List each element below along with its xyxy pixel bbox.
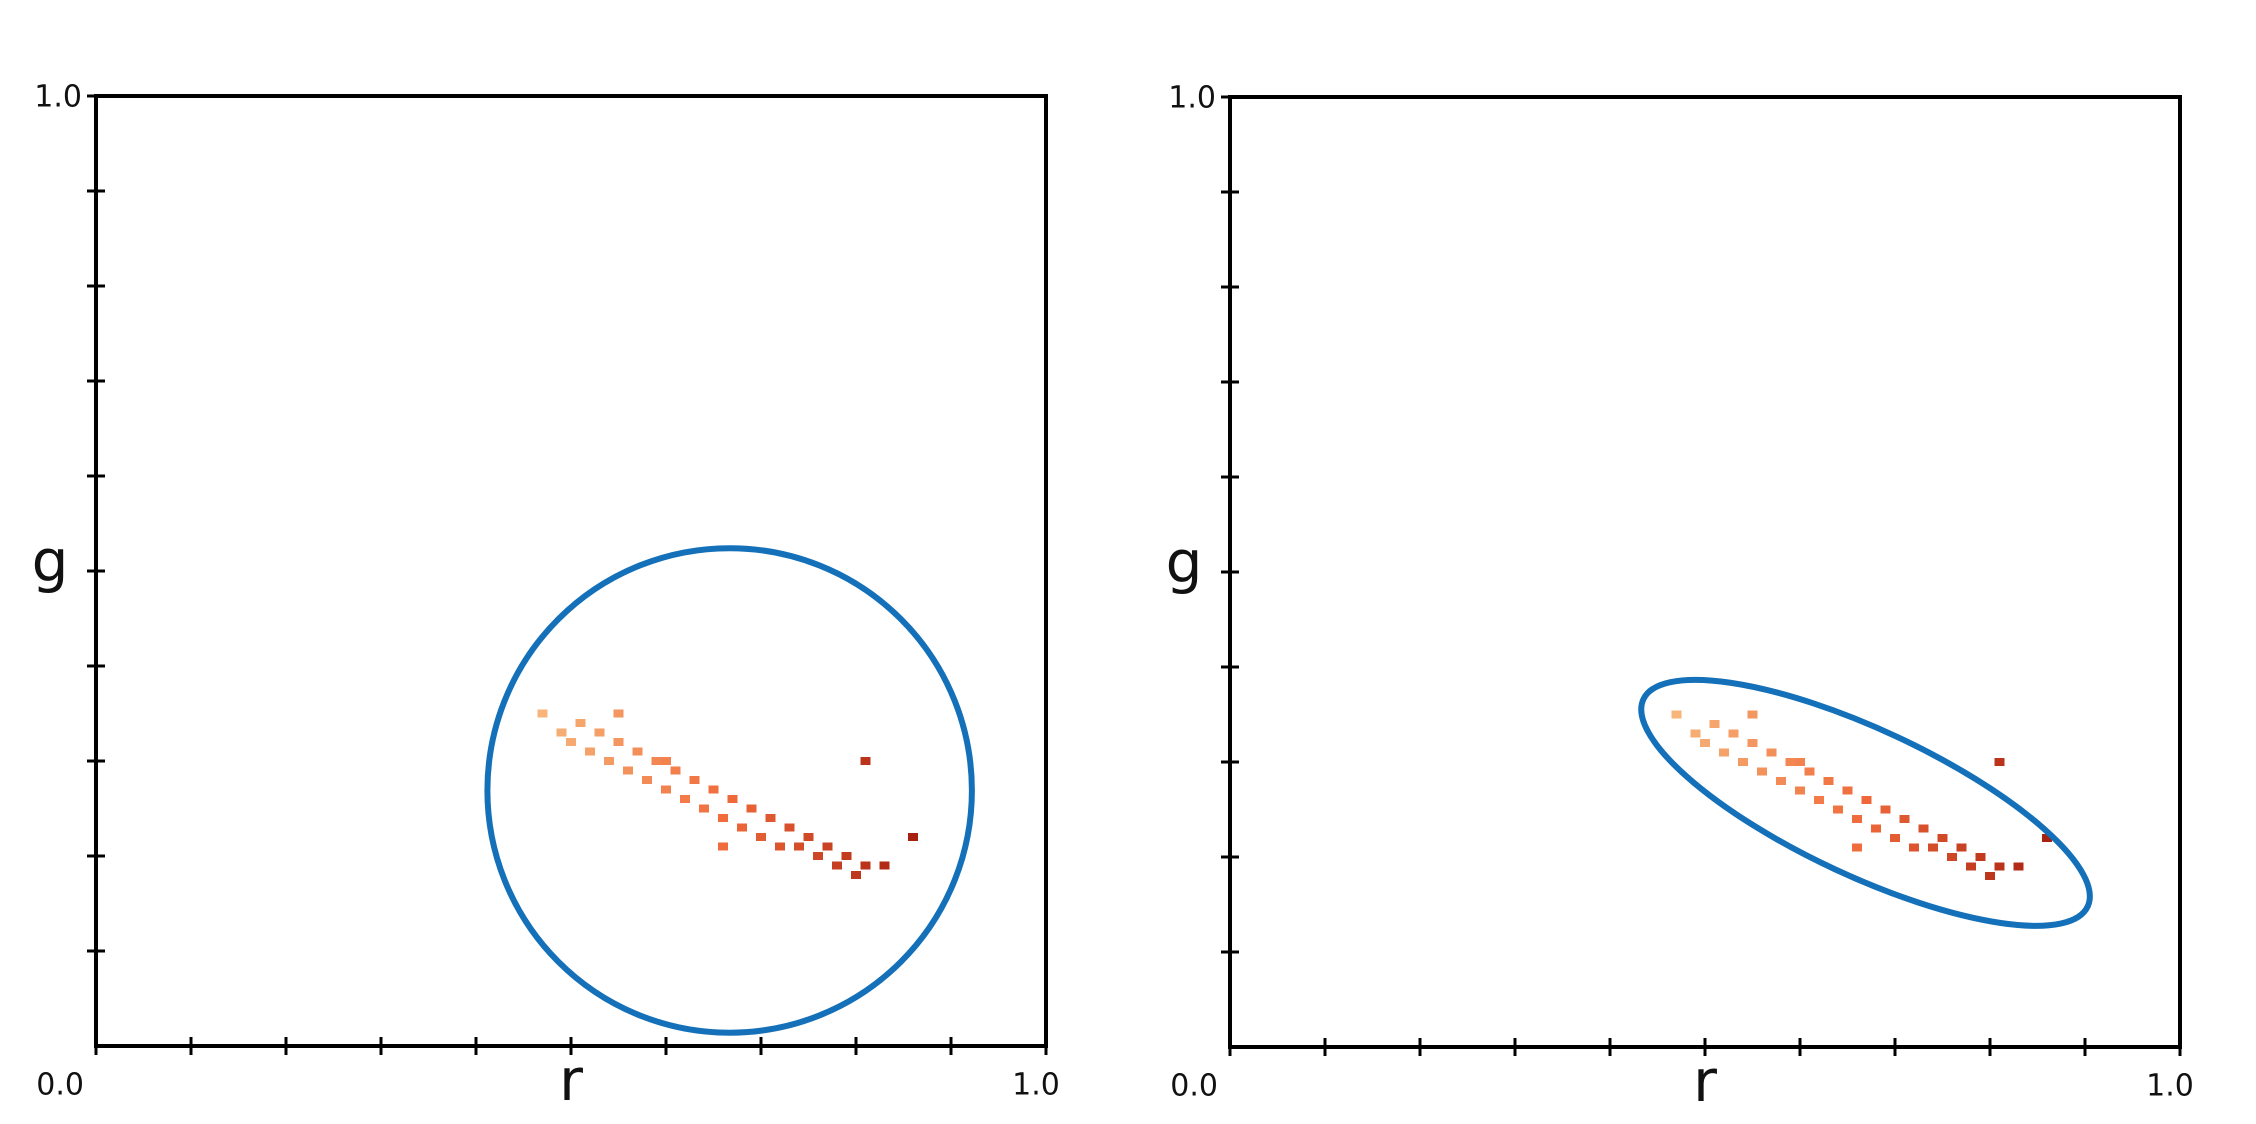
point: [613, 709, 624, 718]
point: [1690, 729, 1701, 738]
point: [1861, 796, 1872, 804]
x-tick-label: 0.0: [1170, 1069, 1218, 1104]
plot-frame: [1228, 95, 2182, 1049]
y-tick-label: 1.0: [1168, 81, 1216, 116]
point: [1890, 834, 1900, 842]
point: [566, 738, 576, 746]
point: [1918, 824, 1929, 833]
point: [1937, 834, 1948, 842]
point: [1994, 862, 2005, 871]
point: [1947, 853, 1957, 861]
point: [794, 842, 804, 851]
point: [623, 766, 633, 775]
point: [1785, 758, 1796, 766]
point: [879, 861, 890, 870]
point: [689, 776, 700, 784]
point: [1766, 748, 1777, 757]
chart: 0.0 1.0 1.0 r g: [32, 80, 1060, 1115]
point: [1871, 824, 1881, 833]
point: [1852, 815, 1862, 823]
point: [537, 709, 548, 718]
point: [661, 757, 671, 765]
point: [1985, 872, 1995, 880]
point: [1804, 767, 1815, 776]
x-tick-label: 0.0: [36, 1068, 84, 1103]
x-tick-label: 1.0: [1012, 1068, 1060, 1103]
point: [642, 776, 652, 784]
point: [908, 833, 918, 841]
point: [1966, 862, 1976, 871]
point: [737, 823, 747, 832]
point: [1747, 739, 1758, 747]
point: [651, 757, 662, 765]
point: [1776, 777, 1786, 785]
point: [1795, 786, 1805, 795]
point: [1747, 710, 1758, 719]
point: [1671, 710, 1682, 719]
point: [851, 871, 861, 879]
point: [822, 842, 833, 851]
ellipse: [1638, 676, 2093, 929]
x-axis-label: r: [559, 1046, 583, 1114]
point: [1956, 843, 1967, 852]
point: [1994, 758, 2005, 766]
point: [661, 785, 671, 794]
point: [1833, 805, 1843, 814]
point: [2013, 862, 2024, 871]
point: [556, 728, 567, 737]
point: [708, 785, 719, 794]
point: [594, 728, 605, 737]
point: [813, 852, 823, 860]
point: [1757, 767, 1767, 776]
point: [860, 861, 871, 870]
point: [1719, 748, 1729, 757]
point: [1823, 777, 1834, 785]
point: [2042, 834, 2052, 842]
point: [1795, 758, 1805, 766]
point: [765, 814, 776, 822]
point: [585, 747, 595, 756]
plot-frame: [94, 94, 1048, 1048]
point: [727, 795, 738, 803]
point: [1728, 729, 1739, 738]
x-tick-label: 1.0: [2146, 1069, 2194, 1104]
point: [1842, 786, 1853, 795]
chart: 0.0 1.0 1.0 r g: [1166, 81, 2194, 1116]
point: [575, 719, 586, 727]
point: [860, 757, 871, 765]
point: [803, 833, 814, 841]
point: [832, 861, 842, 870]
point: [670, 766, 681, 775]
point: [1709, 720, 1720, 728]
point: [718, 842, 728, 851]
point: [1852, 843, 1862, 852]
y-axis-label: g: [32, 527, 69, 595]
y-tick-label: 1.0: [34, 80, 82, 115]
point: [784, 823, 795, 832]
point: [1738, 758, 1748, 766]
point: [1880, 805, 1891, 814]
point: [1814, 796, 1824, 804]
point: [604, 757, 614, 765]
point: [613, 738, 624, 746]
ellipse: [484, 545, 975, 1036]
point: [841, 852, 852, 860]
point: [680, 795, 690, 803]
point: [775, 842, 785, 851]
y-axis-label: g: [1166, 528, 1203, 596]
point: [718, 814, 728, 822]
point: [1928, 843, 1938, 852]
point: [632, 747, 643, 756]
x-axis-label: r: [1693, 1047, 1717, 1115]
point: [699, 804, 709, 813]
point: [1700, 739, 1710, 747]
point: [756, 833, 766, 841]
point: [746, 804, 757, 813]
point: [1909, 843, 1919, 852]
point: [1899, 815, 1910, 823]
point: [1975, 853, 1986, 861]
